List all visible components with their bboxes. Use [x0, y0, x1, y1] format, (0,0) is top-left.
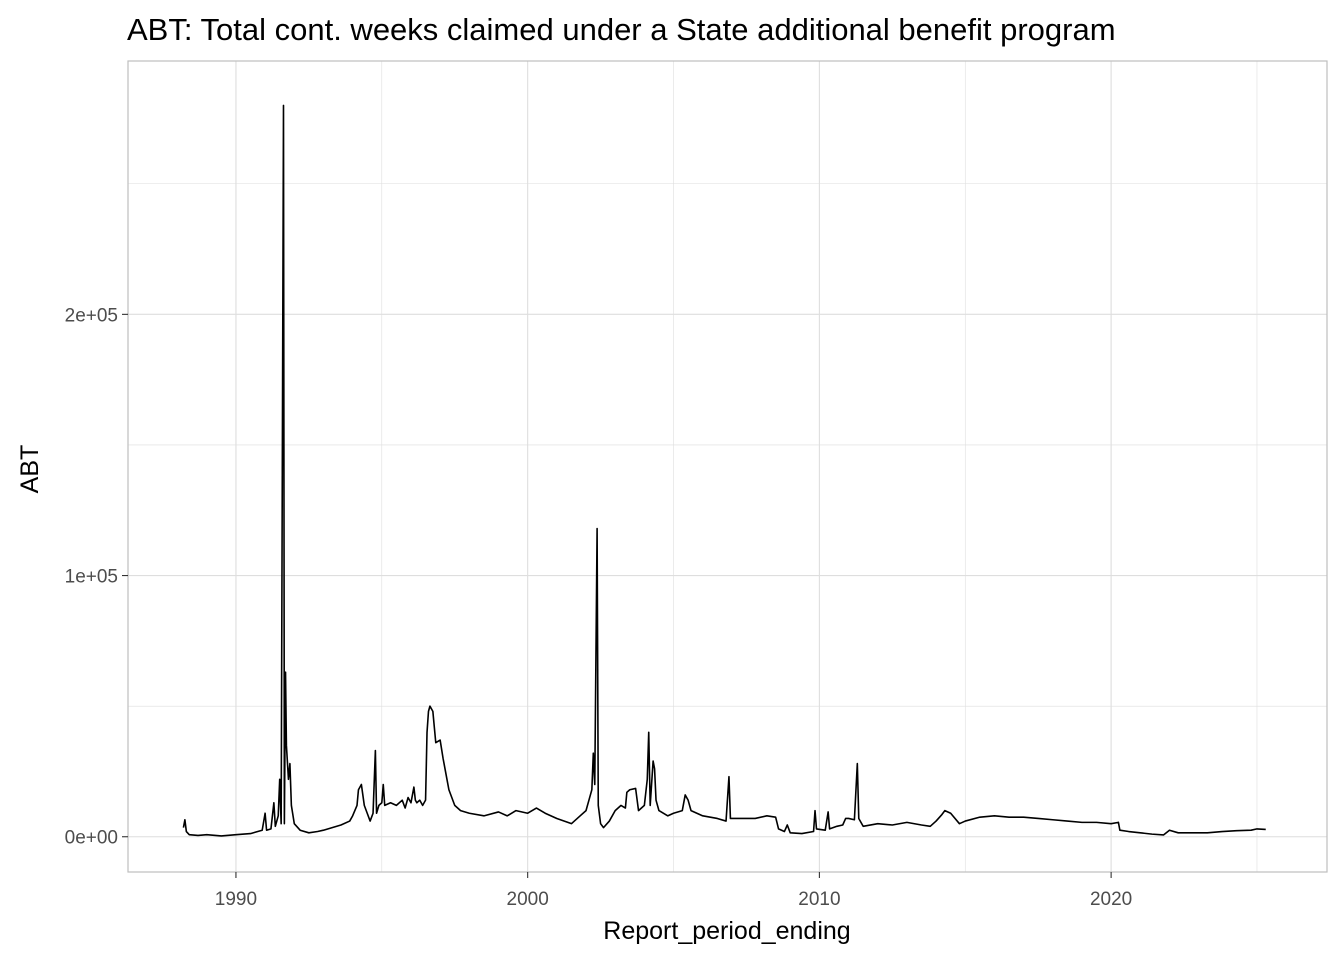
y-axis: 0e+00 1e+05 2e+05	[65, 305, 128, 849]
gridlines-minor	[128, 61, 1327, 872]
y-tick-label: 2e+05	[65, 305, 118, 326]
x-axis: 1990 2000 2010 2020	[215, 872, 1132, 910]
data-layer	[182, 104, 1266, 837]
y-axis-title: ABT	[16, 445, 44, 494]
x-axis-title: Report_period_ending	[603, 917, 850, 945]
panel-border	[127, 60, 1328, 873]
gridlines-major	[128, 61, 1327, 872]
series-line	[182, 104, 1266, 837]
y-tick-label: 0e+00	[65, 828, 118, 849]
x-tick-label: 2010	[798, 889, 840, 910]
x-tick-label: 2020	[1090, 889, 1132, 910]
chart-title: ABT: Total cont. weeks claimed under a S…	[127, 12, 1116, 47]
y-tick-label: 1e+05	[65, 567, 118, 588]
x-tick-label: 2000	[507, 889, 549, 910]
x-tick-label: 1990	[215, 889, 257, 910]
